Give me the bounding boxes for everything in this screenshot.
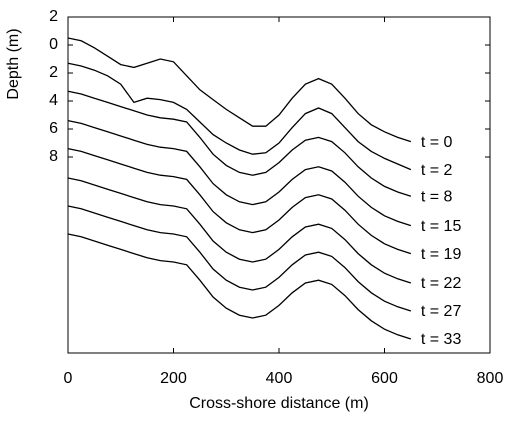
series-label: t = 2	[421, 162, 453, 179]
profile-line	[67, 147, 412, 255]
y-tick-label: 4	[49, 92, 58, 109]
y-tick-label: 2	[49, 8, 58, 25]
profile-line	[67, 37, 412, 143]
x-tick-label: 400	[266, 370, 293, 387]
series-label: t = 15	[421, 218, 462, 235]
profile-line	[67, 119, 412, 227]
series-label: t = 27	[421, 303, 462, 320]
series-label: t = 19	[421, 246, 462, 263]
y-axis-label: Depth (m)	[5, 28, 22, 99]
series-label: t = 8	[421, 188, 453, 205]
y-tick-label: 0	[49, 36, 58, 53]
series-label: t = 33	[421, 331, 462, 348]
profile-line	[67, 205, 412, 312]
x-tick-label: 0	[64, 370, 73, 387]
profile-line	[67, 233, 412, 340]
profile-line	[67, 90, 412, 197]
profile-line	[67, 177, 412, 284]
y-tick-label: 6	[49, 120, 58, 137]
profile-line	[67, 62, 412, 171]
y-tick-label: 2	[49, 64, 58, 81]
series-label: t = 0	[421, 134, 453, 151]
x-tick-label: 800	[477, 370, 504, 387]
y-tick-label: 8	[49, 148, 58, 165]
x-axis-label: Cross-shore distance (m)	[189, 395, 369, 412]
series-label: t = 22	[421, 275, 462, 292]
x-tick-label: 600	[371, 370, 398, 387]
x-tick-label: 200	[160, 370, 187, 387]
